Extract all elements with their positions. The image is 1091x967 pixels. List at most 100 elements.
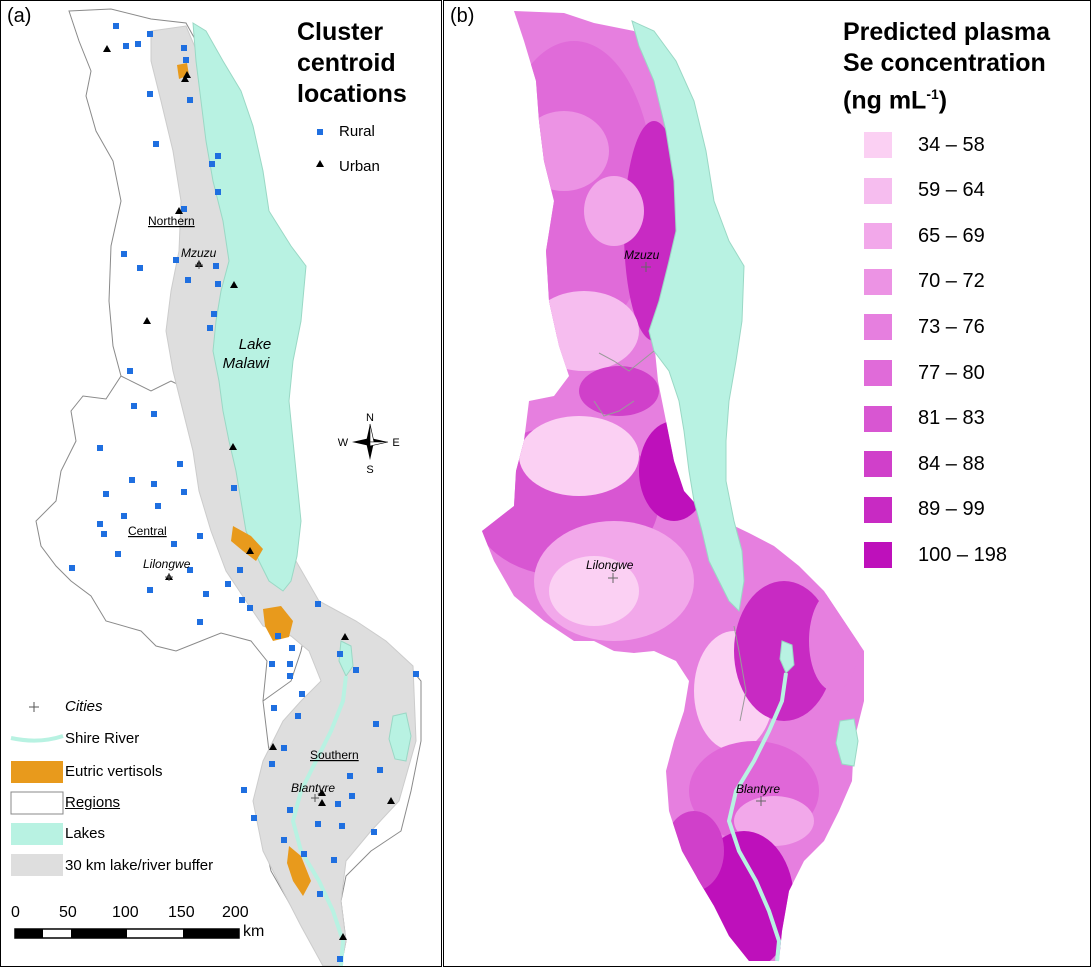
rural-marker [185, 277, 191, 283]
region-label-central: Central [128, 524, 167, 538]
legend-bin-label: 81 – 83 [918, 407, 985, 430]
rural-marker [377, 767, 383, 773]
city-cross-blantyre-b [756, 796, 766, 806]
region-label-southern: Southern [310, 748, 359, 762]
legend-bin-row: 65 – 69 [864, 223, 985, 250]
legend-cities-label: Cities [65, 698, 103, 715]
legend-bin-label: 84 – 88 [918, 452, 985, 475]
city-label-mzuzu: Mzuzu [181, 246, 217, 260]
scale-tick-50: 50 [59, 904, 77, 921]
rural-marker [315, 821, 321, 827]
rural-marker [207, 325, 213, 331]
rural-marker [97, 521, 103, 527]
panel-a-title-line3: locations [297, 80, 407, 108]
rural-marker [197, 619, 203, 625]
rural-marker [127, 368, 133, 374]
legend-bin-swatch [864, 132, 892, 158]
panel-a-title: Cluster centroid locations [297, 17, 407, 110]
region-border-b2 [593, 400, 635, 417]
legend-bin-row: 89 – 99 [864, 496, 985, 523]
rural-marker [241, 787, 247, 793]
legend-bin-row: 77 – 80 [864, 360, 985, 386]
city-cross-mzuzu-b [641, 262, 651, 272]
legend-bin-swatch [864, 223, 892, 250]
shire-river-b [726, 672, 788, 962]
urban-marker [246, 547, 254, 554]
rural-marker [271, 705, 277, 711]
rural-marker [315, 601, 321, 607]
city-cross-lilongwe-b [608, 573, 618, 583]
rural-marker [275, 633, 281, 639]
scale-tick-0: 0 [11, 904, 20, 921]
rural-marker [181, 489, 187, 495]
rural-marker [113, 23, 119, 29]
legend-bin-swatch [864, 360, 892, 386]
city-label-lilongwe-b: Lilongwe [586, 558, 634, 572]
panel-b-title: Predicted plasma Se concentration (ng mL… [843, 17, 1050, 116]
panel-a-cluster-map: Northern Mzuzu Central Lilongwe Southern… [0, 0, 442, 967]
rural-marker [337, 956, 343, 962]
urban-marker [341, 633, 349, 640]
rural-marker [121, 513, 127, 519]
legend-bin-label: 34 – 58 [918, 133, 985, 156]
legend-regions-label: Regions [65, 794, 121, 811]
legend-cities-icon [29, 702, 39, 712]
vertisol-patch [231, 526, 263, 561]
rural-marker [295, 713, 301, 719]
lake-label-line1: Lake [239, 336, 272, 353]
rural-marker [147, 587, 153, 593]
urban-marker [269, 743, 277, 750]
rural-marker [203, 591, 209, 597]
lake-chilwa [388, 712, 412, 762]
legend-bin-swatch [864, 496, 892, 523]
rural-marker [281, 745, 287, 751]
legend-bin-swatch [864, 314, 892, 341]
rural-marker [213, 263, 219, 269]
legend-rural-label: Rural [339, 123, 375, 140]
rural-marker [97, 445, 103, 451]
rural-marker [239, 597, 245, 603]
legend-vertisol-swatch [11, 761, 63, 783]
rural-marker [173, 257, 179, 263]
legend-bin-swatch [864, 451, 892, 478]
city-label-lilongwe: Lilongwe [143, 557, 191, 571]
compass-rose-icon [352, 423, 389, 460]
urban-marker [318, 789, 326, 796]
scale-unit: km [243, 923, 265, 940]
eutric-vertisol-patches [177, 63, 311, 896]
rural-marker [177, 461, 183, 467]
region-label-northern: Northern [148, 214, 195, 228]
rural-marker [137, 265, 143, 271]
vertisol-patch [263, 606, 293, 641]
legend-bin-label: 89 – 99 [918, 498, 985, 521]
compass-n-label: N [366, 412, 374, 424]
rural-marker [339, 823, 345, 829]
rural-marker [209, 161, 215, 167]
legend-shire-swatch [10, 734, 64, 743]
rural-marker [187, 97, 193, 103]
rural-marker [131, 403, 137, 409]
panel-b-se-prediction-map: Mzuzu Lilongwe Blantyre (b) Predicted pl… [443, 0, 1091, 967]
region-border-b1 [598, 350, 655, 372]
shire-river [290, 675, 348, 966]
rural-marker [349, 793, 355, 799]
legend-bin-label: 77 – 80 [918, 361, 985, 384]
rural-marker [181, 206, 187, 212]
rural-marker [187, 567, 193, 573]
panel-a-title-line2: centroid [297, 49, 396, 77]
rural-marker [287, 661, 293, 667]
panel-b-title-unit-exponent: -1 [926, 86, 939, 102]
urban-marker [387, 797, 395, 804]
rural-marker [299, 691, 305, 697]
rural-marker [181, 45, 187, 51]
legend-buffer-label: 30 km lake/river buffer [65, 857, 214, 874]
legend-bin-row: 84 – 88 [864, 451, 985, 478]
legend-regions-swatch [10, 791, 64, 815]
rural-marker [335, 801, 341, 807]
lake-malombe [338, 640, 354, 677]
rural-marker [151, 411, 157, 417]
rural-marker [211, 311, 217, 317]
rural-marker [289, 645, 295, 651]
urban-marker [230, 281, 238, 288]
legend-lakes-label: Lakes [65, 825, 106, 842]
